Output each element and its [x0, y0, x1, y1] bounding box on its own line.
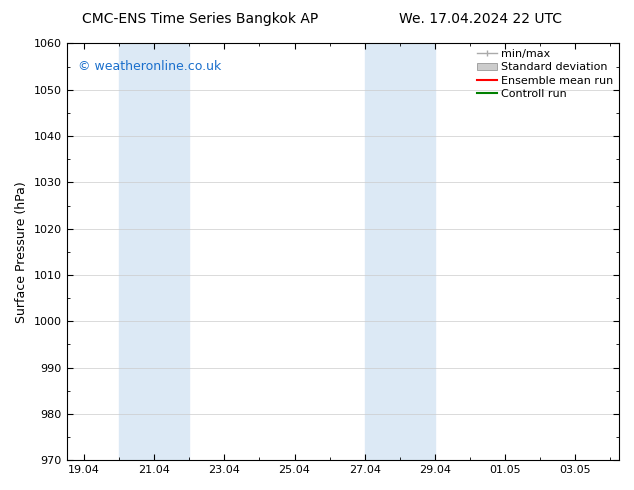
Text: CMC-ENS Time Series Bangkok AP: CMC-ENS Time Series Bangkok AP	[82, 12, 319, 26]
Bar	[365, 44, 435, 460]
Text: We. 17.04.2024 22 UTC: We. 17.04.2024 22 UTC	[399, 12, 562, 26]
Bar	[119, 44, 190, 460]
Text: © weatheronline.co.uk: © weatheronline.co.uk	[77, 60, 221, 73]
Y-axis label: Surface Pressure (hPa): Surface Pressure (hPa)	[15, 181, 28, 323]
Legend: min/max, Standard deviation, Ensemble mean run, Controll run: min/max, Standard deviation, Ensemble me…	[474, 47, 616, 101]
